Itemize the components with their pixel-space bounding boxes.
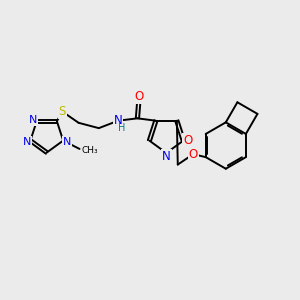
Text: N: N (114, 114, 122, 127)
Text: O: O (134, 90, 143, 104)
Text: H: H (118, 123, 126, 133)
Text: N: N (29, 115, 37, 125)
Text: O: O (183, 134, 192, 147)
Text: CH₃: CH₃ (82, 146, 98, 155)
Text: N: N (162, 150, 171, 163)
Text: N: N (63, 137, 71, 147)
Text: O: O (189, 148, 198, 161)
Text: N: N (22, 137, 31, 147)
Text: S: S (58, 105, 66, 118)
